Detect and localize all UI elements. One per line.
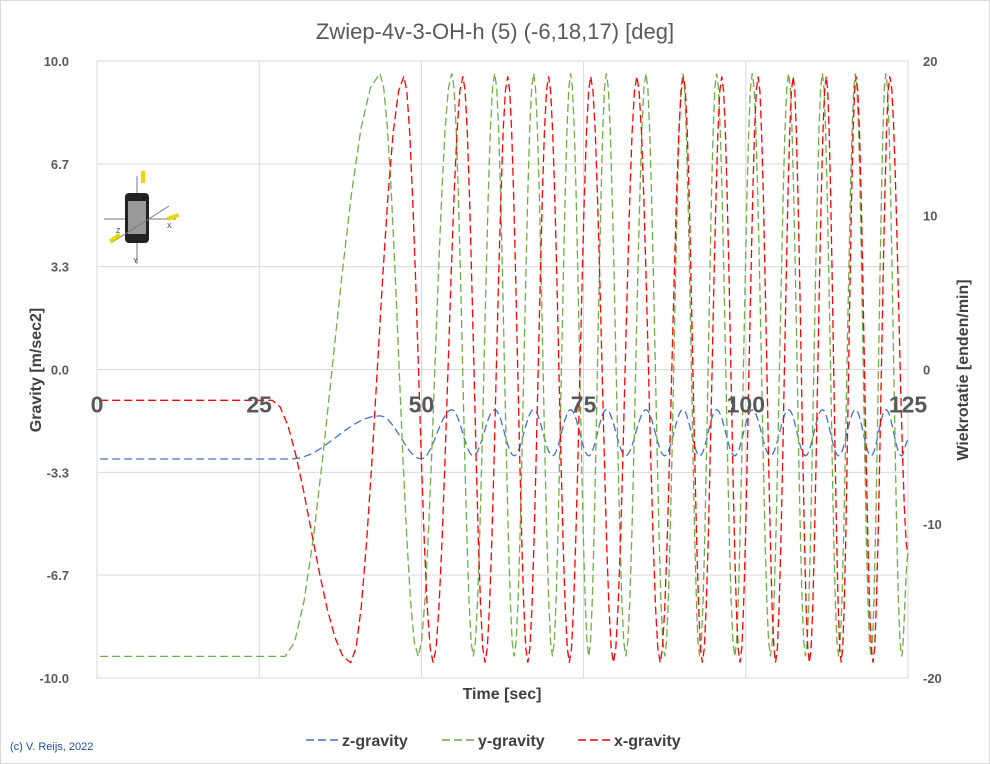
legend-label-y-gravity: y-gravity xyxy=(478,733,545,750)
chart-title: Zwiep-4v-3-OH-h (5) (-6,18,17) [deg] xyxy=(316,19,674,44)
x-tick-label: 100 xyxy=(727,392,765,418)
x-tick-label: 125 xyxy=(889,392,928,418)
x-tick-label: 0 xyxy=(91,392,104,418)
series-lines xyxy=(100,71,909,664)
y-tick-label: 3.3 xyxy=(51,260,69,275)
phone-axes-icon: X Z Y xyxy=(104,171,180,265)
svg-text:Y: Y xyxy=(133,258,138,265)
y2-axis-title: Wiekrotatie [enden/min] xyxy=(955,279,972,460)
y2-tick-label: 0 xyxy=(923,363,930,378)
y2-tick-label: -20 xyxy=(923,671,942,686)
y-tick-label: -6.7 xyxy=(47,568,69,583)
svg-text:Z: Z xyxy=(116,228,121,235)
y-tick-label: -3.3 xyxy=(47,465,69,480)
y2-tick-label: -10 xyxy=(923,517,942,532)
y-axis-title: Gravity [m/sec2] xyxy=(28,308,45,433)
y2-tick-label: 20 xyxy=(923,54,937,69)
x-gravity-line xyxy=(100,74,909,664)
copyright-note: (c) V. Reijs, 2022 xyxy=(10,741,93,753)
svg-text:X: X xyxy=(167,223,172,230)
gridlines xyxy=(96,60,909,679)
y-tick-label: 10.0 xyxy=(44,54,69,69)
y-gravity-line xyxy=(100,71,909,658)
y-tick-label: 6.7 xyxy=(51,157,69,172)
x-tick-label: 25 xyxy=(246,392,272,418)
z-gravity-line xyxy=(100,408,909,460)
x-tick-label: 75 xyxy=(571,392,597,418)
legend: z-gravity y-gravity x-gravity xyxy=(306,733,681,750)
x-axis-title: Time [sec] xyxy=(463,686,542,703)
y-tick-label: -10.0 xyxy=(39,671,69,686)
y2-tick-label: 10 xyxy=(923,208,937,223)
legend-label-z-gravity: z-gravity xyxy=(342,733,408,750)
x-tick-label: 50 xyxy=(409,392,435,418)
legend-label-x-gravity: x-gravity xyxy=(614,733,681,750)
y-tick-label: 0.0 xyxy=(51,363,69,378)
